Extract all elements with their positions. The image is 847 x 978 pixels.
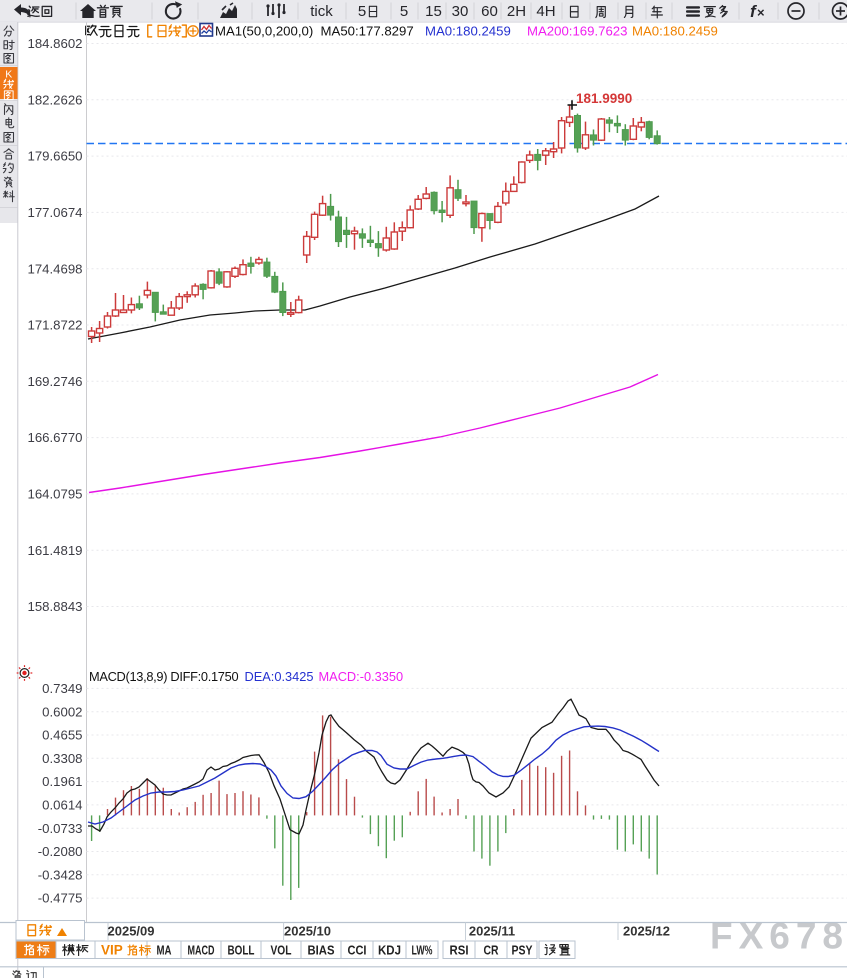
svg-text:0.7349: 0.7349 — [42, 681, 82, 696]
svg-text:VIP: VIP — [101, 943, 123, 958]
svg-text:166.6770: 166.6770 — [27, 430, 82, 445]
svg-text:2025/10: 2025/10 — [284, 924, 331, 939]
svg-text:177.0674: 177.0674 — [27, 205, 82, 220]
svg-text:2025/09: 2025/09 — [108, 924, 155, 939]
svg-text:182.2626: 182.2626 — [27, 92, 82, 107]
svg-text:-0.0733: -0.0733 — [38, 821, 83, 836]
svg-text:2025/11: 2025/11 — [469, 924, 515, 939]
svg-text:5: 5 — [358, 3, 366, 20]
svg-text:CCI: CCI — [348, 943, 367, 958]
svg-text:K: K — [5, 69, 12, 81]
svg-text:BOLL: BOLL — [228, 943, 255, 958]
svg-text:RSI: RSI — [450, 943, 469, 958]
svg-text:2025/12: 2025/12 — [623, 924, 670, 939]
svg-text:164.0795: 164.0795 — [27, 487, 82, 502]
svg-text:0.0614: 0.0614 — [42, 798, 82, 813]
svg-text:KDJ: KDJ — [378, 943, 401, 958]
svg-text:MACD(13,8,9) DIFF:0.1750: MACD(13,8,9) DIFF:0.1750 — [89, 669, 238, 684]
svg-text:5: 5 — [400, 3, 408, 20]
svg-text:MA: MA — [157, 943, 172, 958]
svg-text:BIAS: BIAS — [308, 943, 335, 958]
svg-text:15: 15 — [425, 3, 442, 20]
svg-text:0.4655: 0.4655 — [42, 728, 82, 743]
svg-text:2H: 2H — [507, 3, 526, 20]
svg-text:VOL: VOL — [271, 943, 292, 958]
svg-text:169.2746: 169.2746 — [27, 374, 82, 389]
svg-text:FX678: FX678 — [710, 916, 847, 957]
svg-text:158.8843: 158.8843 — [27, 599, 82, 614]
svg-text:0.6002: 0.6002 — [42, 704, 82, 719]
svg-text:MA0:180.2459: MA0:180.2459 — [425, 24, 511, 39]
svg-text:161.4819: 161.4819 — [27, 543, 82, 558]
svg-text:f: f — [750, 2, 758, 21]
svg-text:-0.2080: -0.2080 — [38, 844, 83, 859]
svg-text:-0.3428: -0.3428 — [38, 867, 83, 882]
svg-text:×: × — [757, 5, 765, 20]
svg-text:DEA:0.3425: DEA:0.3425 — [245, 669, 314, 684]
svg-text:CR: CR — [484, 943, 499, 958]
svg-text:PSY: PSY — [512, 943, 533, 958]
svg-text:174.4698: 174.4698 — [27, 261, 82, 276]
svg-text:LW%: LW% — [412, 943, 433, 958]
svg-text:MACD:-0.3350: MACD:-0.3350 — [319, 669, 404, 684]
svg-text:MA0:180.2459: MA0:180.2459 — [632, 24, 718, 39]
svg-text:181.9990: 181.9990 — [576, 91, 632, 106]
svg-text:0.3308: 0.3308 — [42, 751, 82, 766]
svg-text:184.8602: 184.8602 — [27, 36, 82, 51]
svg-text:MA1(50,0,200,0) MA50:177.8297: MA1(50,0,200,0) MA50:177.8297 — [215, 24, 414, 39]
svg-text:60: 60 — [481, 3, 498, 20]
svg-text:171.8722: 171.8722 — [27, 318, 82, 333]
svg-text:MACD: MACD — [188, 943, 215, 958]
svg-text:179.6650: 179.6650 — [27, 149, 82, 164]
svg-text:MA200:169.7623: MA200:169.7623 — [527, 24, 627, 39]
svg-text:-0.4775: -0.4775 — [38, 891, 83, 906]
svg-text:0.1961: 0.1961 — [42, 774, 82, 789]
svg-text:4H: 4H — [536, 3, 555, 20]
svg-text:30: 30 — [452, 3, 469, 20]
svg-text:tick: tick — [310, 3, 333, 20]
